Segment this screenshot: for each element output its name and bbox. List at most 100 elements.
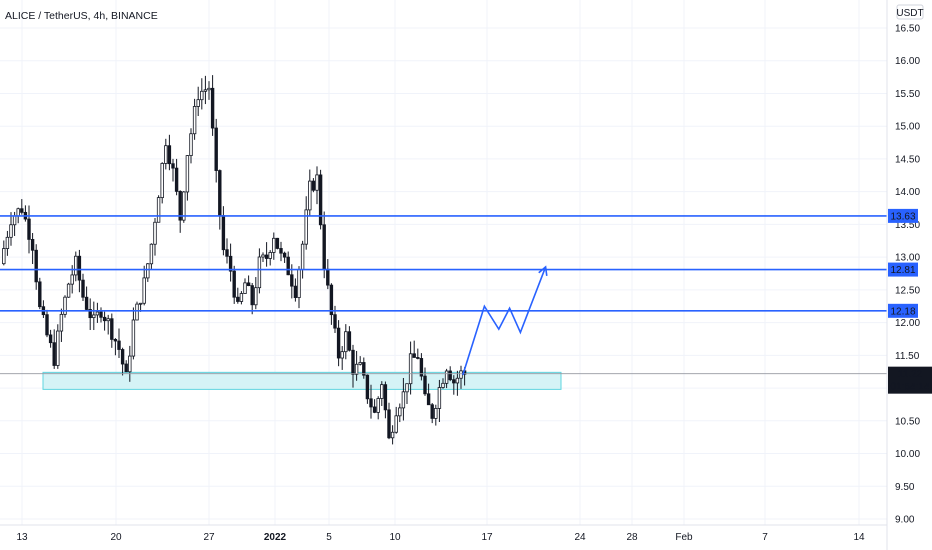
level-badge-label-3: 12.18 [890,306,915,317]
candle-body [200,90,204,101]
y-tick-label: 9.50 [895,482,915,493]
candle-body [221,215,226,251]
candle-body [452,379,456,384]
candle-body [182,191,186,221]
candle-body [257,256,262,289]
candle-body [279,248,283,254]
candle-body [99,311,103,318]
x-tick-label: 2022 [264,532,287,543]
candle-body [318,174,323,226]
x-tick-label: 24 [574,532,586,543]
y-tick-label: 14.00 [895,187,920,198]
y-tick-label: 10.50 [895,416,920,427]
candle-body [174,167,179,192]
level-lines [0,215,887,375]
candle-body [394,415,398,433]
candle-body [304,209,308,245]
y-tick-label: 15.00 [895,122,920,133]
candle-body [354,363,359,375]
y-tick-label: 11.50 [895,351,920,362]
candle-body [56,330,60,366]
candle-body [192,106,197,135]
candle-body [5,236,10,249]
price-badges: 13.63 12.81 12.18 11.22 01:54:14 [888,208,932,394]
candle-body [300,243,305,270]
candle-body [203,89,208,92]
candle-body [30,239,35,251]
candle-body [336,327,341,359]
candle-body [444,370,449,384]
currency-label: USDT [896,8,923,19]
y-tick-label: 13.00 [895,253,920,264]
y-axis[interactable]: 9.009.5010.0010.5011.0011.5012.0012.5013… [895,24,920,526]
candle-body [340,351,344,359]
candle-body [92,314,96,319]
candle-body [383,384,388,411]
candle-body [63,296,67,315]
projection-path [462,265,548,376]
candle-body [164,145,168,164]
x-tick-label: 17 [481,532,493,543]
candle-body [437,387,442,409]
current-price-label: 11.22 [898,369,923,380]
candle-body [59,313,64,332]
x-tick-label: 7 [762,532,768,543]
candle-body [275,237,280,249]
candle-body [358,362,362,365]
y-tick-label: 9.00 [895,515,915,526]
currency-badge-box[interactable] [896,4,924,20]
candle-body [196,99,200,107]
x-tick-label: 13 [16,532,28,543]
x-tick-label: 28 [626,532,638,543]
candle-body [308,180,312,211]
candle-body [344,331,348,353]
candle-body [390,431,395,439]
candle-body [149,243,154,265]
candle-body [77,255,82,281]
candle-body [102,316,107,322]
candle-body [95,311,100,316]
candle-body [142,277,146,304]
candle-body [297,269,301,298]
level-badge-2 [888,262,918,277]
candle-body [110,318,114,340]
candle-body [347,331,352,351]
x-tick-label: Feb [675,532,693,543]
candle-body [408,353,413,385]
y-tick-label: 16.50 [895,24,920,35]
candle-body [27,218,31,240]
candle-body [84,296,89,310]
candle-body [250,285,254,306]
projection-line [462,266,547,376]
candle-body [315,174,319,191]
candle-body [146,263,150,279]
candle-body [38,281,42,308]
candle-body [236,296,240,302]
level-badge-1 [888,208,918,223]
candle-body [128,355,132,373]
candle-body [239,293,244,302]
candle-body [225,249,229,257]
candle-body [401,391,406,409]
candle-body [185,155,190,193]
candle-body [171,163,175,169]
candle-series [2,75,467,445]
candle-body [441,382,445,388]
y-tick-label: 13.50 [895,220,920,231]
candle-body [66,283,71,298]
candle-body [12,215,17,226]
candle-body [16,208,20,217]
candle-body [412,353,416,358]
level-badge-label-2: 12.81 [890,265,915,276]
candle-body [210,87,215,129]
x-axis[interactable]: 13 20 27 2022 5 10 17 24 28 Feb 7 14 [16,532,865,543]
candle-body [167,145,172,165]
candle-body [131,319,136,357]
candle-body [254,287,258,306]
chart-title: ALICE / TetherUS, 4h, BINANCE [5,10,158,22]
candle-body [120,349,125,365]
candle-body [34,249,38,283]
x-tick-label: 20 [110,532,122,543]
